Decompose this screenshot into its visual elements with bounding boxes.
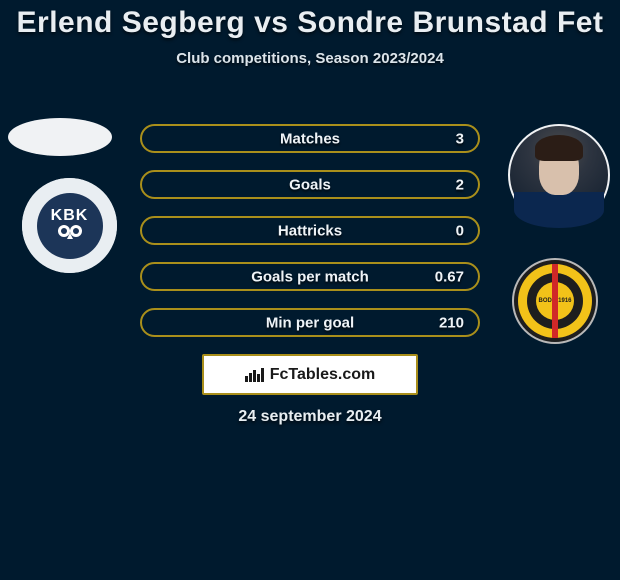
source-badge: FcTables.com [202,354,418,395]
date-label: 24 september 2024 [0,408,620,426]
comparison-card: Erlend Segberg vs Sondre Brunstad Fet Cl… [0,0,620,580]
subtitle: Club competitions, Season 2023/2024 [0,50,620,67]
stat-label: Goals [289,176,331,193]
stat-value: 0.67 [435,268,464,285]
stat-bar: Goals 2 [140,170,480,199]
stat-bar: Matches 3 [140,124,480,153]
stat-value: 210 [439,314,464,331]
page-title: Erlend Segberg vs Sondre Brunstad Fet [0,6,620,40]
club-right-badge: BODØ 1916 [512,258,598,344]
stat-value: 0 [456,222,464,239]
stat-value: 3 [456,130,464,147]
stat-value: 2 [456,176,464,193]
stat-label: Goals per match [251,268,369,285]
source-label: FcTables.com [270,366,376,384]
stat-bar: Hattricks 0 [140,216,480,245]
player-right-photo [508,124,610,226]
stat-bar: Goals per match 0.67 [140,262,480,291]
owl-icon [55,223,85,244]
stats-column: Matches 3 Goals 2 Hattricks 0 Goals per … [140,124,480,354]
stat-label: Hattricks [278,222,342,239]
stat-bar: Min per goal 210 [140,308,480,337]
player-left-photo [8,118,112,156]
stat-label: Min per goal [266,314,354,331]
club-left-badge: KBK [22,178,117,273]
stat-label: Matches [280,130,340,147]
bar-chart-icon [245,368,264,382]
